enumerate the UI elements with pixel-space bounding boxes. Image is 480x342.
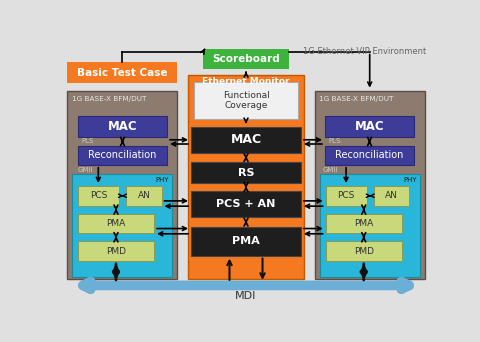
Text: 1G Ethernet VIP Environment: 1G Ethernet VIP Environment [303,47,426,56]
Bar [72,174,172,277]
Text: PCS: PCS [90,191,107,200]
Bar [325,186,367,206]
Bar [78,213,154,233]
Text: PMA: PMA [232,236,260,246]
Text: AN: AN [385,191,398,200]
Bar [325,116,414,137]
Text: GMII: GMII [323,167,338,173]
Text: PLS: PLS [329,137,341,144]
Text: PMA: PMA [354,219,373,228]
Bar [325,213,402,233]
Bar [191,162,301,183]
Bar [203,49,289,69]
Bar [126,186,162,206]
Bar [191,191,301,218]
Text: 1G BASE-X BFM/DUT: 1G BASE-X BFM/DUT [319,96,394,102]
Text: Ethernet Monitor: Ethernet Monitor [202,77,290,86]
Text: Reconciliation: Reconciliation [336,150,404,160]
Bar [315,91,425,279]
Text: RS: RS [238,168,254,178]
Text: Functional
Coverage: Functional Coverage [223,91,269,110]
Text: MAC: MAC [355,120,384,133]
Text: PHY: PHY [156,177,169,183]
Bar [78,186,119,206]
Bar [325,146,414,165]
Bar [374,186,409,206]
Text: AN: AN [137,191,150,200]
Text: GMII: GMII [78,167,93,173]
Text: MAC: MAC [230,133,262,146]
Bar [191,227,301,256]
Text: MDI: MDI [235,291,257,302]
Text: PCS: PCS [337,191,355,200]
Text: PCS + AN: PCS + AN [216,199,276,209]
Text: Basic Test Case: Basic Test Case [77,68,168,78]
Text: 1G BASE-X BFM/DUT: 1G BASE-X BFM/DUT [72,96,146,102]
Text: PMD: PMD [106,247,126,255]
Bar [67,62,177,83]
Bar [325,241,402,261]
Text: PLS: PLS [82,137,94,144]
Bar [78,116,167,137]
Text: PMD: PMD [354,247,374,255]
Bar [78,146,167,165]
Bar [67,91,177,279]
Bar [194,82,298,119]
FancyArrowPatch shape [83,281,409,289]
Bar [320,174,420,277]
Text: PHY: PHY [403,177,417,183]
Bar [191,127,301,153]
Text: Scoreboard: Scoreboard [212,54,280,64]
Text: MAC: MAC [108,120,137,133]
Text: PMA: PMA [107,219,126,228]
Bar [78,241,154,261]
Bar [188,75,304,279]
Text: Reconciliation: Reconciliation [88,150,156,160]
